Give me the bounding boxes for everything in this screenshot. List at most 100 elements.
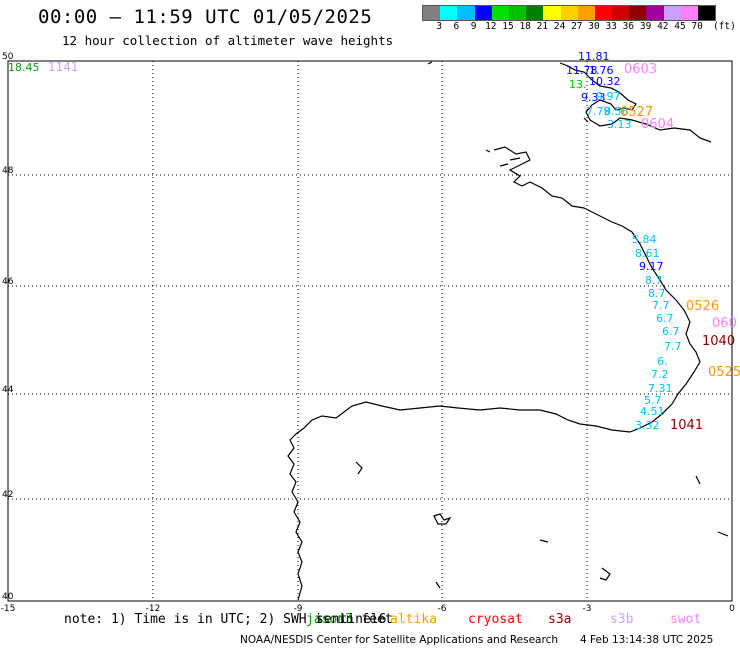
latitude-tick-label: 48 bbox=[2, 166, 14, 176]
colorbar-swatch bbox=[508, 6, 527, 20]
graticule bbox=[8, 61, 732, 601]
wave-height-label: 4.51 bbox=[640, 405, 665, 418]
wave-height-label: 5.7 bbox=[644, 394, 662, 407]
colorbar-label: 45 bbox=[674, 21, 686, 32]
colorbar-swatch bbox=[629, 6, 647, 20]
colorbar-swatch bbox=[663, 6, 681, 20]
pass-time-label: 1041 bbox=[670, 418, 703, 433]
colorbar-label: 24 bbox=[553, 21, 566, 32]
colorbar-swatch bbox=[474, 6, 492, 20]
pass-time-label: 0526 bbox=[686, 299, 719, 314]
legend-item-swot: swot bbox=[670, 612, 702, 627]
colorbar-label: 6 bbox=[453, 21, 460, 32]
coastline bbox=[287, 61, 729, 601]
legend-item-altika: altika bbox=[390, 612, 437, 627]
wave-height-label: 1.76 bbox=[589, 64, 614, 77]
legend-item-s3b: s3b bbox=[610, 612, 634, 627]
colorbar-label: 39 bbox=[639, 21, 652, 32]
colorbar-swatch bbox=[577, 6, 595, 20]
longitude-tick-label: -9 bbox=[294, 604, 303, 614]
wave-height-label: 7.31 bbox=[648, 382, 673, 395]
wave-height-label: 3.32 bbox=[635, 419, 660, 432]
longitude-tick-label: -3 bbox=[583, 604, 592, 614]
longitude-tick-label: 0 bbox=[729, 604, 735, 614]
colorbar-swatch bbox=[543, 6, 561, 20]
pass-time-label: 1040 bbox=[702, 334, 735, 349]
latitude-tick-label: 42 bbox=[2, 490, 13, 500]
wave-height-label: 10.32 bbox=[589, 75, 621, 88]
wave-height-label: 7.7 bbox=[652, 299, 670, 312]
wave-height-label: 8.61 bbox=[635, 247, 660, 260]
map-frame bbox=[7, 60, 733, 602]
pass-time-label: 0604 bbox=[641, 117, 674, 132]
corner-label: 1141 bbox=[48, 60, 79, 74]
colorbar-label: 42 bbox=[657, 21, 669, 32]
colorbar-label: 33 bbox=[605, 21, 617, 32]
pass-time-label: 060 bbox=[712, 316, 737, 331]
colorbar-swatch bbox=[457, 6, 475, 20]
footer-note: note: 1) Time is in UTC; 2) SWH is in fe… bbox=[64, 612, 393, 627]
wave-height-label: 7.79 bbox=[586, 105, 611, 118]
pass-time-label: 0527 bbox=[620, 105, 653, 120]
wave-height-label: 11.81 bbox=[578, 50, 610, 63]
wave-height-label: 9.17 bbox=[639, 260, 664, 273]
wave-height-label: 6. bbox=[657, 355, 668, 368]
colorbar-swatch bbox=[423, 6, 441, 20]
colorbar-label: 70 bbox=[691, 21, 703, 32]
pass-time-label: 0603 bbox=[624, 62, 657, 77]
axis-tick-labels: 50 48 46 44 42 40 -15 -12 -9 -6 -3 0 bbox=[1, 52, 735, 614]
latitude-tick-label: 44 bbox=[2, 385, 14, 395]
colorbar-swatch bbox=[491, 6, 509, 20]
corner-label: 18.45 bbox=[8, 61, 40, 74]
wave-height-label: 8.7 bbox=[648, 287, 666, 300]
page-title: 00:00 – 11:59 UTC 01/05/2025 bbox=[38, 6, 373, 28]
colorbar-label: 15 bbox=[502, 21, 514, 32]
colorbar-label: 30 bbox=[588, 21, 600, 32]
colorbar-label: 18 bbox=[519, 21, 531, 32]
colorbar-label: 12 bbox=[485, 21, 497, 32]
colorbar bbox=[422, 5, 717, 21]
colorbar-swatch bbox=[646, 6, 664, 20]
wave-height-label: 6.7 bbox=[656, 312, 674, 325]
legend-item-s3a: s3a bbox=[548, 612, 572, 627]
colorbar-swatch bbox=[560, 6, 578, 20]
wave-height-label: 8.7 bbox=[645, 274, 663, 287]
page-subtitle: 12 hour collection of altimeter wave hei… bbox=[62, 33, 394, 48]
colorbar-swatch bbox=[594, 6, 613, 20]
wave-height-label: 9.97 bbox=[596, 90, 621, 103]
wave-height-label: 7.2 bbox=[651, 368, 669, 381]
wave-height-label: 11.78 bbox=[566, 64, 598, 77]
colorbar-unit: (ft) bbox=[712, 21, 736, 32]
colorbar-label: 3 bbox=[436, 21, 443, 32]
latitude-tick-label: 46 bbox=[2, 277, 14, 287]
corner-labels: 18.45 1141 bbox=[8, 60, 79, 74]
timestamp: 4 Feb 13:14:38 UTC 2025 bbox=[580, 634, 714, 646]
colorbar-swatch bbox=[698, 6, 716, 20]
footer-credit: NOAA/NESDIS Center for Satellite Applica… bbox=[240, 634, 713, 646]
pass-time-label: 0525 bbox=[708, 365, 740, 380]
latitude-tick-label: 50 bbox=[2, 52, 14, 62]
wave-height-label: 13. bbox=[569, 78, 587, 91]
colorbar-swatch bbox=[680, 6, 698, 20]
longitude-tick-label: -6 bbox=[438, 604, 447, 614]
wave-height-label: 9.33 bbox=[581, 91, 606, 104]
wave-height-label: 5.84 bbox=[632, 233, 657, 246]
longitude-tick-label: -15 bbox=[1, 604, 16, 614]
legend-item-jason3: jason3 bbox=[306, 612, 353, 627]
colorbar-swatch bbox=[440, 6, 458, 20]
latitude-tick-label: 40 bbox=[2, 592, 14, 602]
wave-height-label: 3.13 bbox=[607, 118, 632, 131]
legend-item-cryosat: cryosat bbox=[468, 612, 523, 627]
wave-height-label: 6.7 bbox=[662, 325, 680, 338]
legend-item-sentinel6: sentinel6 bbox=[316, 612, 387, 627]
colorbar-swatch bbox=[526, 6, 544, 20]
colorbar-label: 27 bbox=[571, 21, 583, 32]
colorbar-label: 9 bbox=[470, 21, 477, 32]
colorbar-label: 36 bbox=[622, 21, 635, 32]
colorbar-label: 21 bbox=[536, 21, 549, 32]
colorbar-labels: 3 6 9 12 15 18 21 24 27 30 33 36 39 42 45 70 (ft) bbox=[422, 21, 736, 33]
wave-height-label: 8.56 bbox=[604, 105, 629, 118]
wave-height-label: 7.7 bbox=[664, 340, 682, 353]
